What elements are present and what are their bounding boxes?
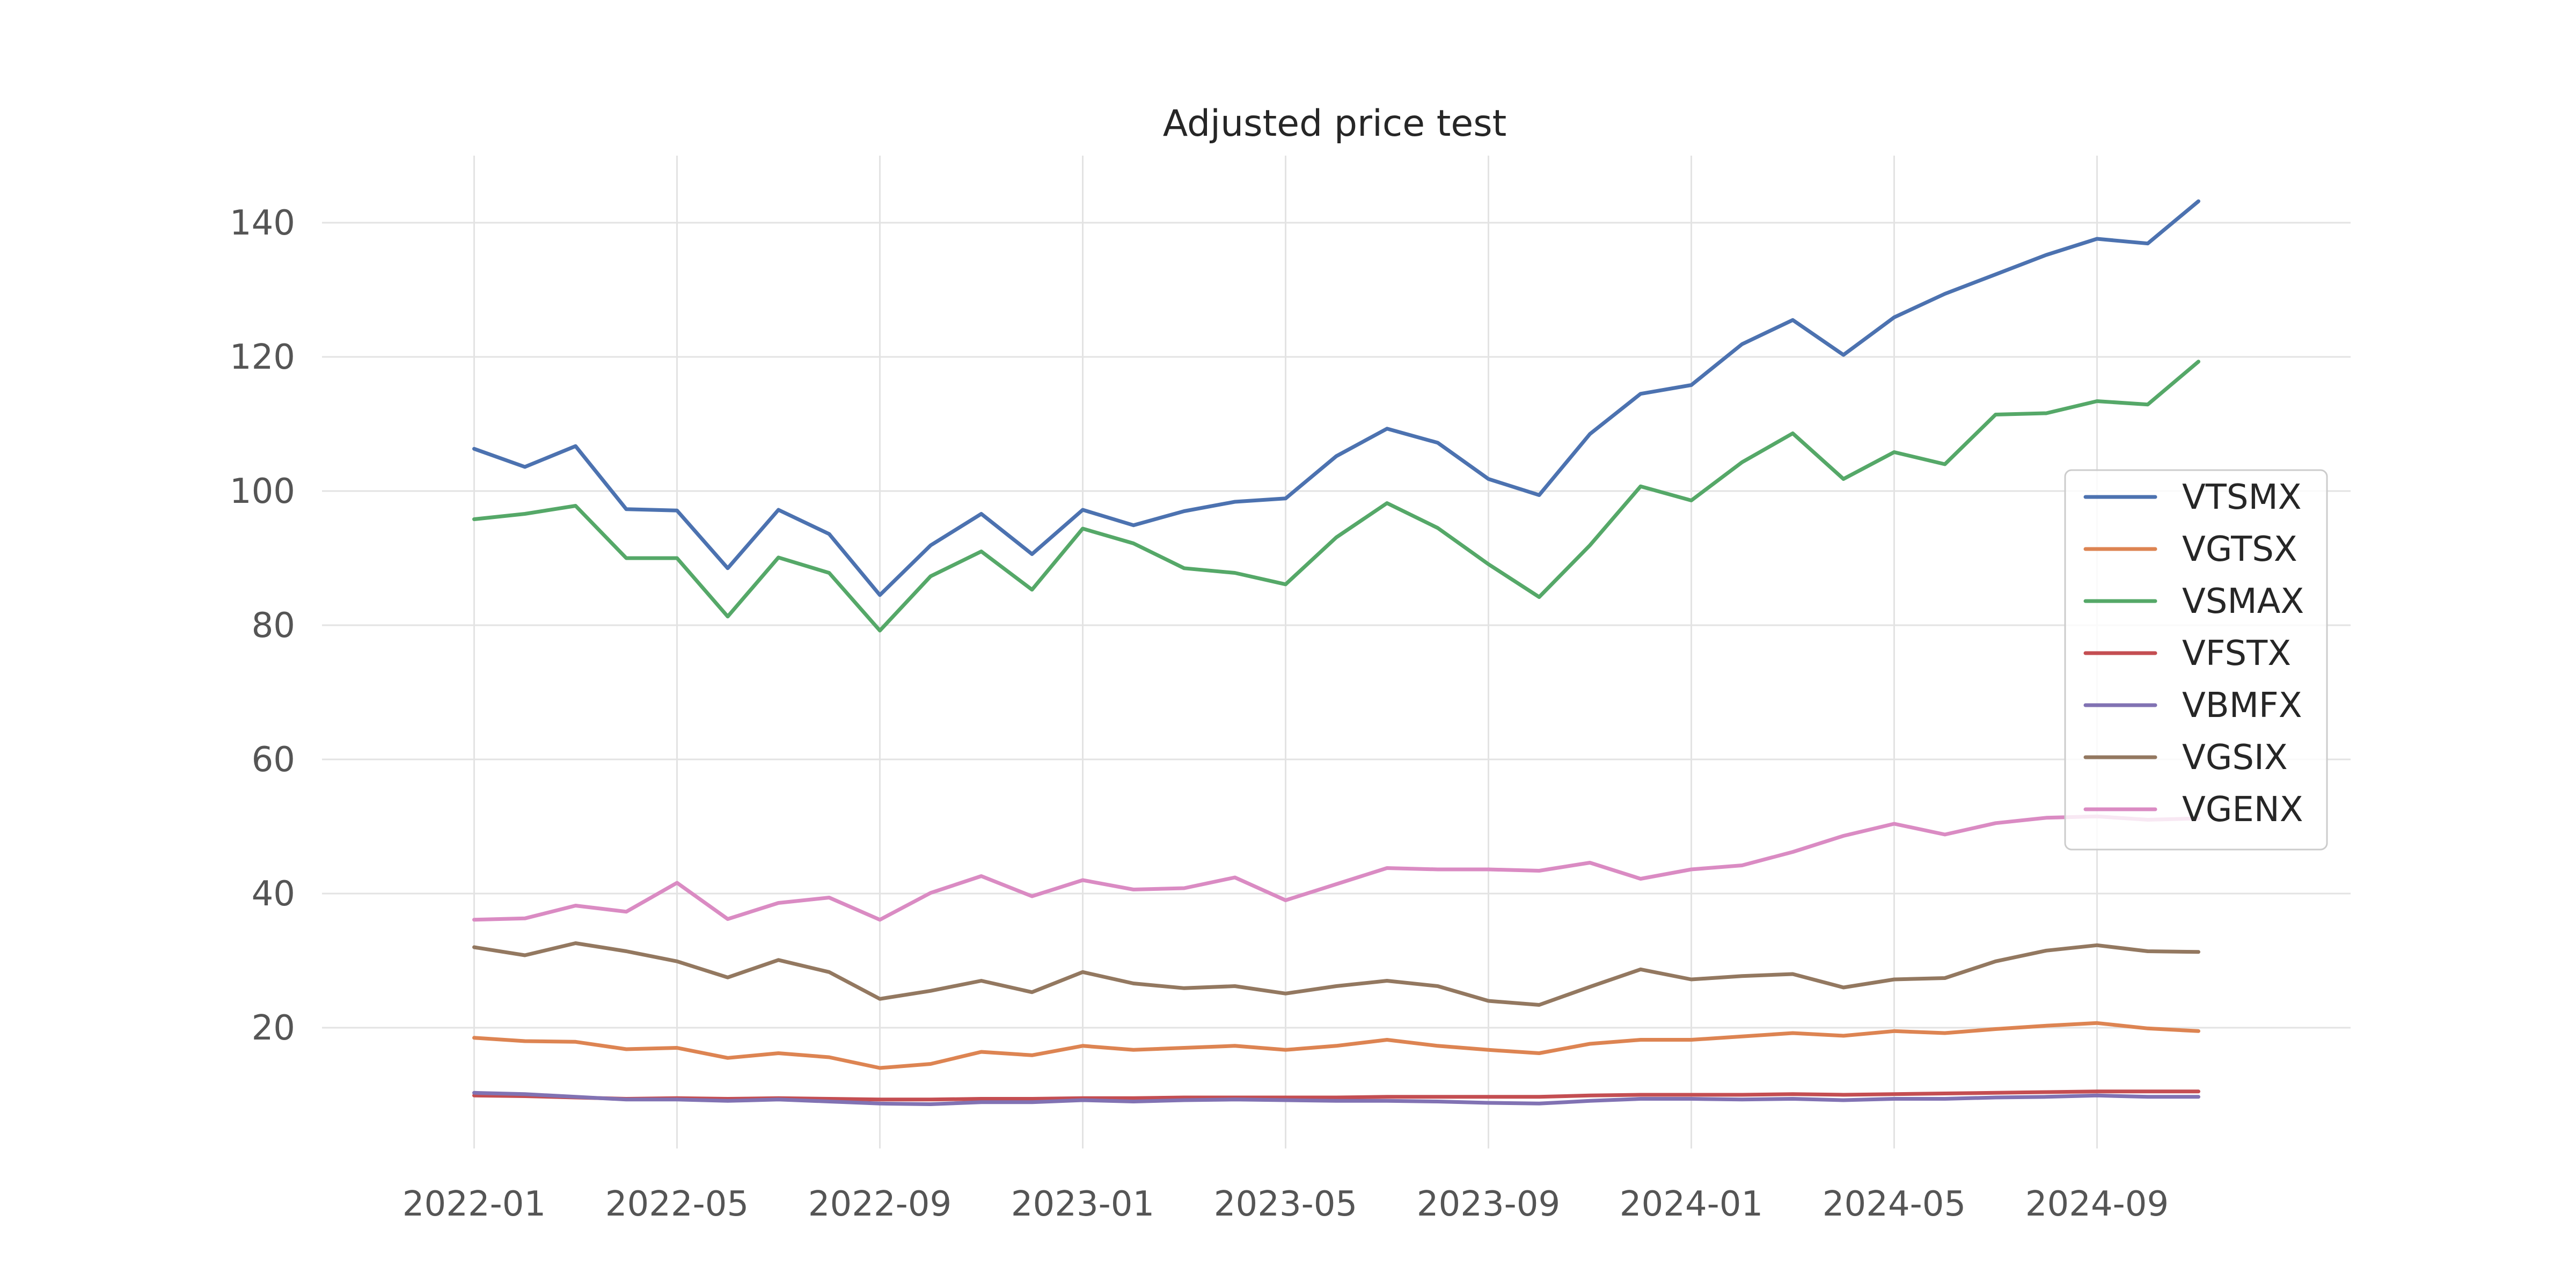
x-grid [473, 156, 2098, 1148]
x-tick-label: 2022-01 [402, 1184, 546, 1224]
x-axis-tick-labels: 2022-01 2022-05 2022-09 2023-01 2023-05 2023-… [402, 1184, 2169, 1224]
y-tick-label: 40 [252, 874, 295, 914]
y-tick-label: 80 [252, 606, 295, 646]
y-tick-label: 20 [252, 1008, 295, 1048]
legend-label-vfstx: VFSTX [2182, 634, 2291, 674]
x-tick-label: 2023-09 [1417, 1184, 1560, 1224]
legend-label-vbmfx: VBMFX [2182, 686, 2302, 726]
y-tick-label: 140 [230, 203, 295, 243]
legend-label-vgtsx: VGTSX [2182, 530, 2297, 569]
x-tick-label: 2022-09 [808, 1184, 952, 1224]
x-tick-label: 2024-01 [1620, 1184, 1763, 1224]
series-line-vgtsx [472, 1021, 2200, 1070]
x-tick-label: 2023-05 [1214, 1184, 1357, 1224]
legend-label-vtsmx: VTSMX [2182, 478, 2302, 517]
chart-title: Adjusted price test [1163, 103, 1507, 145]
series-line-vgenx [472, 814, 2200, 922]
series-line-vsmax [472, 360, 2200, 633]
series-line-vgsix [472, 941, 2200, 1007]
legend-label-vgsix: VGSIX [2182, 738, 2288, 778]
y-tick-label: 60 [252, 740, 295, 780]
x-tick-label: 2022-05 [605, 1184, 749, 1224]
x-tick-label: 2024-09 [2025, 1184, 2169, 1224]
x-tick-label: 2023-01 [1011, 1184, 1154, 1224]
y-tick-label: 120 [230, 338, 295, 377]
y-axis-tick-labels: 20 40 60 80 100 120 140 [230, 203, 295, 1048]
x-tick-label: 2024-05 [1823, 1184, 1966, 1224]
y-tick-label: 100 [230, 472, 295, 511]
legend-label-vgenx: VGENX [2182, 790, 2303, 830]
legend-box [2064, 469, 2328, 851]
series-lines [472, 199, 2200, 1106]
legend: VTSMX VGTSX VSMAX VFSTX VBMFX VGSIX VGENX [2064, 469, 2328, 851]
legend-label-vsmax: VSMAX [2182, 582, 2304, 621]
series-line-vbmfx [472, 1091, 2200, 1106]
series-line-vtsmx [472, 199, 2200, 597]
